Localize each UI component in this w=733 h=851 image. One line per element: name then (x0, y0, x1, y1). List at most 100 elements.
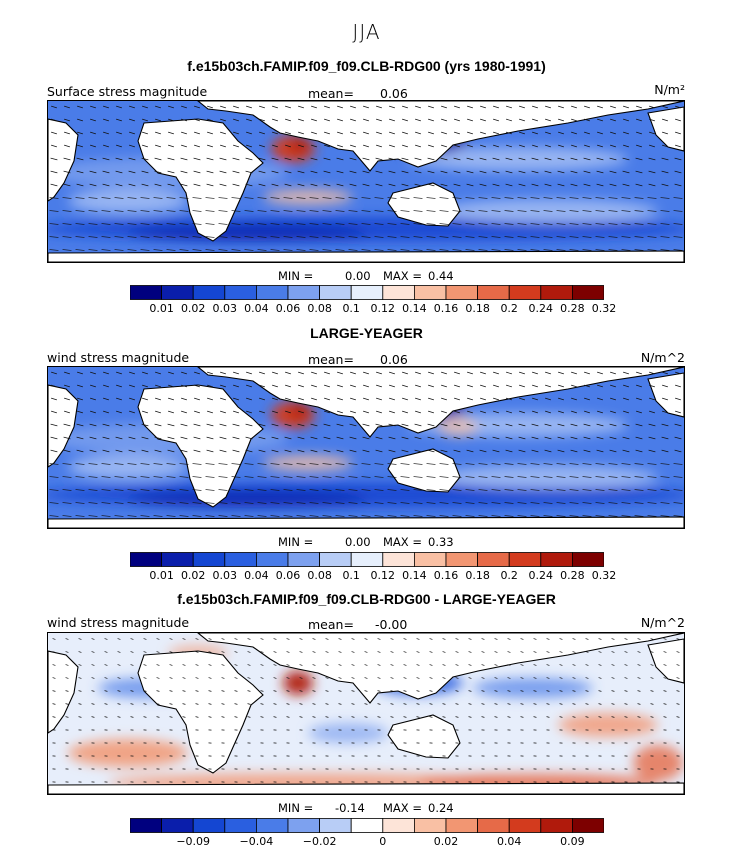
wind-vector (325, 664, 329, 666)
wind-vector (270, 502, 280, 504)
wind-vector (309, 223, 319, 225)
wind-vector (348, 236, 358, 238)
wind-vector (115, 170, 123, 174)
wind-vector (153, 197, 163, 199)
wind-vector (62, 223, 72, 225)
wind-vector (88, 515, 98, 517)
wind-vector (181, 105, 187, 109)
wind-vector (364, 651, 368, 653)
wind-vector (520, 638, 524, 640)
colorbar-tick-label: 0.24 (528, 569, 554, 582)
wind-vector (140, 210, 150, 212)
wind-vector (520, 651, 524, 653)
stress-region (68, 739, 188, 767)
wind-vector (325, 716, 329, 718)
wind-vector (62, 249, 72, 251)
wind-vector (543, 210, 553, 212)
wind-vector (389, 131, 395, 135)
wind-vector (350, 131, 356, 135)
wind-vector (115, 183, 123, 187)
wind-vector (505, 423, 513, 427)
wind-vector (259, 131, 265, 135)
wind-vector (297, 183, 305, 187)
wind-vector (400, 210, 410, 212)
wind-vector (648, 423, 656, 427)
wind-vector (270, 515, 280, 517)
wind-vector (234, 690, 238, 692)
wind-vector (51, 105, 57, 109)
wind-vector (544, 183, 552, 187)
wind-vector (259, 144, 265, 148)
wind-vector (441, 105, 447, 109)
wind-vector (390, 638, 394, 640)
wind-vector (673, 249, 683, 251)
wind-vector (453, 423, 461, 427)
stress-region (68, 455, 188, 479)
wind-vector (323, 170, 331, 174)
wind-vector (517, 476, 527, 478)
wind-vector (377, 664, 381, 666)
wind-vector (63, 157, 71, 161)
wind-vector (141, 423, 149, 427)
wind-vector (413, 463, 423, 465)
wind-vector (76, 183, 84, 187)
wind-vector (595, 249, 605, 251)
wind-vector (377, 651, 381, 653)
wind-vector (89, 449, 97, 453)
wind-vector (452, 197, 462, 199)
colorbar-swatch (350, 552, 384, 567)
wind-vector (195, 716, 199, 718)
wind-vector (401, 157, 409, 161)
wind-vector (50, 170, 58, 174)
wind-vector (375, 436, 383, 440)
wind-vector (52, 716, 56, 718)
wind-vector (65, 664, 69, 666)
wind-vector (114, 210, 124, 212)
wind-vector (635, 449, 643, 453)
wind-vector (519, 118, 525, 122)
wind-vector (452, 476, 462, 478)
wind-vector (323, 157, 331, 161)
wind-vector (336, 183, 344, 187)
panel-1-min-label: MIN = (278, 269, 314, 283)
wind-vector (232, 183, 240, 187)
wind-vector (414, 170, 422, 174)
wind-vector (232, 423, 240, 427)
wind-vector (311, 118, 317, 122)
wind-vector (90, 118, 96, 122)
wind-vector (413, 489, 423, 491)
wind-vector (364, 703, 368, 705)
wind-vector (452, 249, 462, 251)
colorbar-swatch (445, 285, 479, 300)
wind-vector (129, 118, 135, 122)
wind-vector (623, 105, 629, 109)
wind-vector (194, 131, 200, 135)
colorbar-swatch (319, 552, 352, 567)
wind-vector (530, 476, 540, 478)
wind-vector (65, 690, 69, 692)
wind-vector (89, 183, 97, 187)
wind-vector (663, 651, 667, 653)
colorbar-swatch (571, 285, 604, 300)
wind-vector (298, 371, 304, 375)
colorbar-swatch (192, 552, 226, 567)
wind-vector (492, 183, 500, 187)
wind-vector (377, 690, 381, 692)
wind-vector (441, 397, 447, 401)
wind-vector (517, 502, 527, 504)
wind-vector (192, 515, 202, 517)
wind-vector (494, 651, 498, 653)
wind-vector (598, 664, 602, 666)
wind-vector (208, 638, 212, 640)
wind-vector (610, 105, 616, 109)
wind-vector (403, 677, 407, 679)
wind-vector (245, 423, 253, 427)
colorbar-tick-label: 0.2 (500, 569, 518, 582)
wind-vector (520, 664, 524, 666)
wind-vector (491, 210, 501, 212)
wind-vector (467, 118, 473, 122)
wind-vector (624, 677, 628, 679)
wind-vector (273, 703, 277, 705)
wind-vector (114, 223, 124, 225)
wind-vector (169, 690, 173, 692)
